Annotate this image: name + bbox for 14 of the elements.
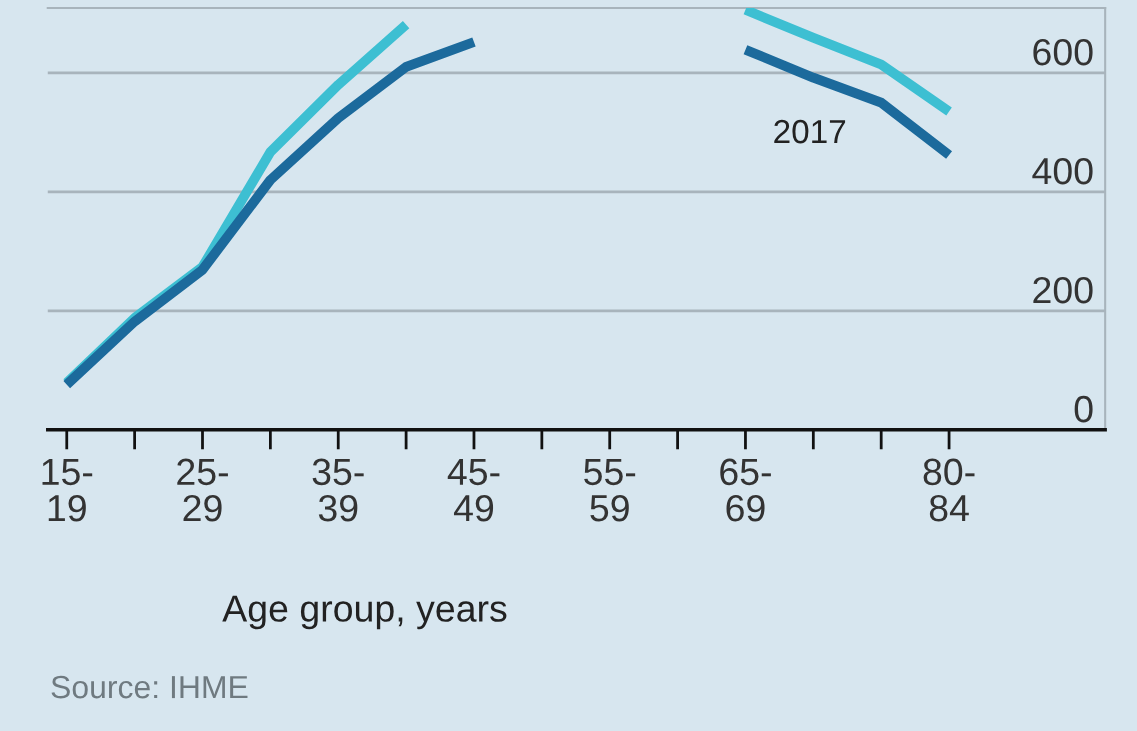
y-tick-label: 0 xyxy=(1074,395,1093,423)
x-tick-label: 55-59 xyxy=(584,458,636,522)
x-tick-label: 65-69 xyxy=(720,458,771,522)
x-tick-label: 35-39 xyxy=(312,458,364,522)
x-tick-label: 25-29 xyxy=(177,458,228,522)
source-note: Source: IHME xyxy=(51,675,248,699)
y-tick-label: 400 xyxy=(1032,157,1093,185)
x-tick-label: 45-49 xyxy=(447,458,500,522)
y-tick-label: 600 xyxy=(1033,38,1093,66)
x-axis-title: Age group, years xyxy=(222,595,507,630)
x-tick-label: 15-19 xyxy=(42,458,93,522)
x-tick-label: 80-84 xyxy=(923,458,975,522)
y-tick-label: 200 xyxy=(1033,276,1093,304)
series-label: 2017 xyxy=(774,119,846,144)
